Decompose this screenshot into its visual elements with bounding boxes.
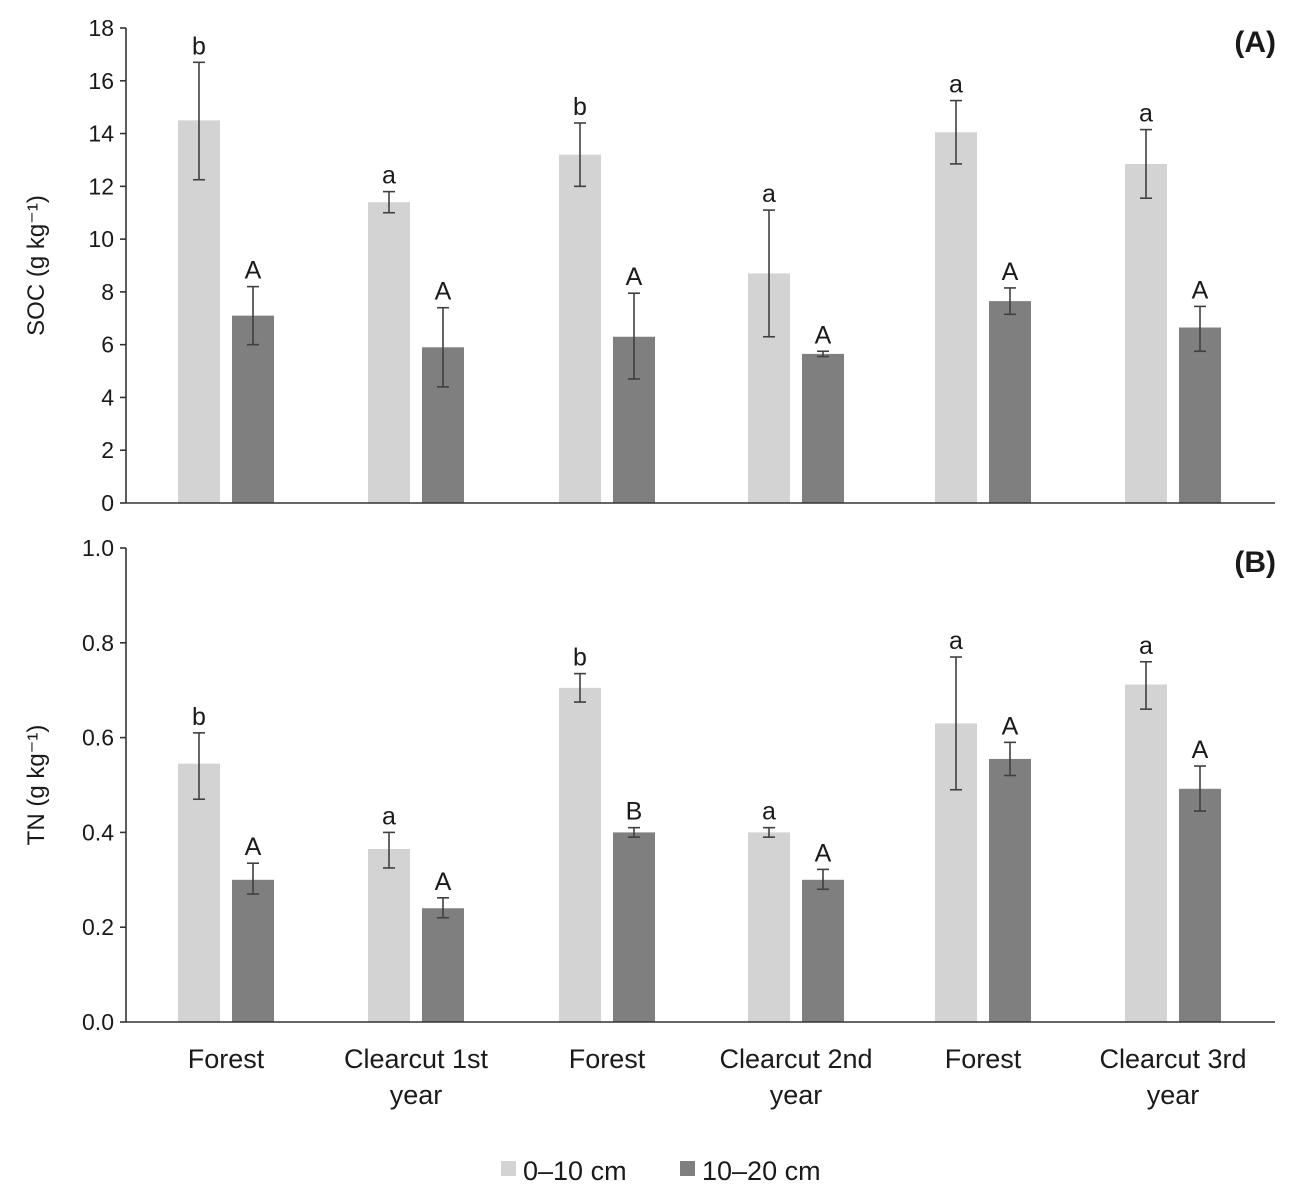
significance-letter: a xyxy=(1139,100,1153,128)
bar xyxy=(232,315,274,503)
series-depth-10-20: A A A A A A xyxy=(232,257,1221,503)
significance-letter: A xyxy=(1002,258,1019,286)
chart-panels: b a b a a a A A A A A A 0 2 4 6 8 10 12 14 16 18 SOC (g kg⁻¹) (… xyxy=(23,15,1276,1035)
significance-letter: A xyxy=(815,321,832,349)
significance-letter: A xyxy=(626,263,643,291)
y-tick-label: 0.8 xyxy=(82,630,114,656)
bar xyxy=(802,353,844,503)
legend-item: 10–20 cm xyxy=(680,1156,821,1186)
bar xyxy=(368,848,410,1022)
bar xyxy=(559,687,601,1022)
bar xyxy=(613,832,655,1022)
bar xyxy=(422,908,464,1022)
chart-panel-soc: b a b a a a A A A A A A 0 2 4 6 8 10 12 14 16 18 SOC (g kg⁻¹) (… xyxy=(23,15,1276,516)
series-depth-0-10: b a b a a a xyxy=(178,627,1167,1022)
y-tick-label: 0.4 xyxy=(82,819,114,845)
significance-letter: a xyxy=(949,627,963,655)
bar xyxy=(989,301,1031,503)
y-tick-label: 10 xyxy=(88,226,114,252)
category-label: Forest xyxy=(188,1044,265,1074)
category-axis-labels: Forest Clearcut 1st year Forest Clearcut 2nd… xyxy=(188,1044,1247,1110)
y-tick-label: 0.6 xyxy=(82,725,114,751)
y-tick-label: 8 xyxy=(101,279,114,305)
bar xyxy=(1125,163,1167,503)
y-tick-label: 0 xyxy=(101,490,114,516)
significance-letter: a xyxy=(382,802,396,830)
legend-swatch xyxy=(680,1161,695,1176)
category-label: Clearcut 3rd xyxy=(1099,1044,1246,1074)
category-label: year xyxy=(1147,1080,1200,1110)
y-tick-label: 6 xyxy=(101,332,114,358)
bar xyxy=(178,763,220,1022)
significance-letter: A xyxy=(1192,276,1209,304)
y-tick-label: 12 xyxy=(88,173,114,199)
significance-letter: A xyxy=(435,278,452,306)
series-depth-0-10: b a b a a a xyxy=(178,32,1167,503)
legend-item: 0–10 cm xyxy=(501,1156,627,1186)
category-label: Forest xyxy=(945,1044,1022,1074)
significance-letter: A xyxy=(435,868,452,896)
panel-label: (A) xyxy=(1234,26,1276,59)
chart-panel-tn: b a b a a a A A B A A A 0.0 0.2 0.4 0.6 0.8 1.0 TN (g kg⁻¹… xyxy=(23,535,1276,1035)
y-tick-label: 1.0 xyxy=(82,535,114,561)
y-tick-label: 0.0 xyxy=(82,1009,114,1035)
legend-swatch xyxy=(501,1161,516,1176)
chart-legend: 0–10 cm 10–20 cm xyxy=(501,1156,821,1186)
category-label: Forest xyxy=(569,1044,646,1074)
bar xyxy=(935,132,977,503)
bar xyxy=(368,202,410,503)
y-axis-title: TN (g kg⁻¹) xyxy=(23,725,50,846)
significance-letter: a xyxy=(762,798,776,826)
significance-letter: a xyxy=(382,162,396,190)
significance-letter: b xyxy=(573,644,587,672)
significance-letter: A xyxy=(1192,736,1209,764)
significance-letter: A xyxy=(1002,712,1019,740)
bar xyxy=(1125,684,1167,1022)
significance-letter: a xyxy=(762,180,776,208)
bar xyxy=(1179,788,1221,1022)
significance-letter: b xyxy=(192,703,206,731)
y-tick-label: 0.2 xyxy=(82,914,114,940)
category-label: Clearcut 2nd xyxy=(719,1044,872,1074)
significance-letter: a xyxy=(1139,632,1153,660)
y-tick-label: 2 xyxy=(101,437,114,463)
significance-letter: A xyxy=(815,839,832,867)
series-depth-10-20: A A B A A A xyxy=(232,712,1221,1022)
y-tick-label: 18 xyxy=(88,15,114,41)
category-label: year xyxy=(770,1080,823,1110)
bar xyxy=(802,879,844,1022)
bar xyxy=(989,758,1031,1022)
category-label: year xyxy=(390,1080,443,1110)
significance-letter: A xyxy=(245,257,262,285)
legend-label: 0–10 cm xyxy=(523,1156,627,1186)
legend-label: 10–20 cm xyxy=(702,1156,821,1186)
y-tick-label: 16 xyxy=(88,68,114,94)
y-axis-title: SOC (g kg⁻¹) xyxy=(23,195,50,336)
panel-label: (B) xyxy=(1234,546,1276,579)
y-tick-label: 14 xyxy=(88,121,114,147)
significance-letter: a xyxy=(949,71,963,99)
bar xyxy=(1179,327,1221,503)
bar xyxy=(559,154,601,503)
significance-letter: B xyxy=(626,798,643,826)
significance-letter: b xyxy=(573,93,587,121)
significance-letter: A xyxy=(245,833,262,861)
category-label: Clearcut 1st xyxy=(344,1044,489,1074)
y-tick-label: 4 xyxy=(101,384,114,410)
bar xyxy=(178,120,220,503)
significance-letter: b xyxy=(192,32,206,60)
bar xyxy=(232,879,274,1022)
bar xyxy=(748,832,790,1022)
